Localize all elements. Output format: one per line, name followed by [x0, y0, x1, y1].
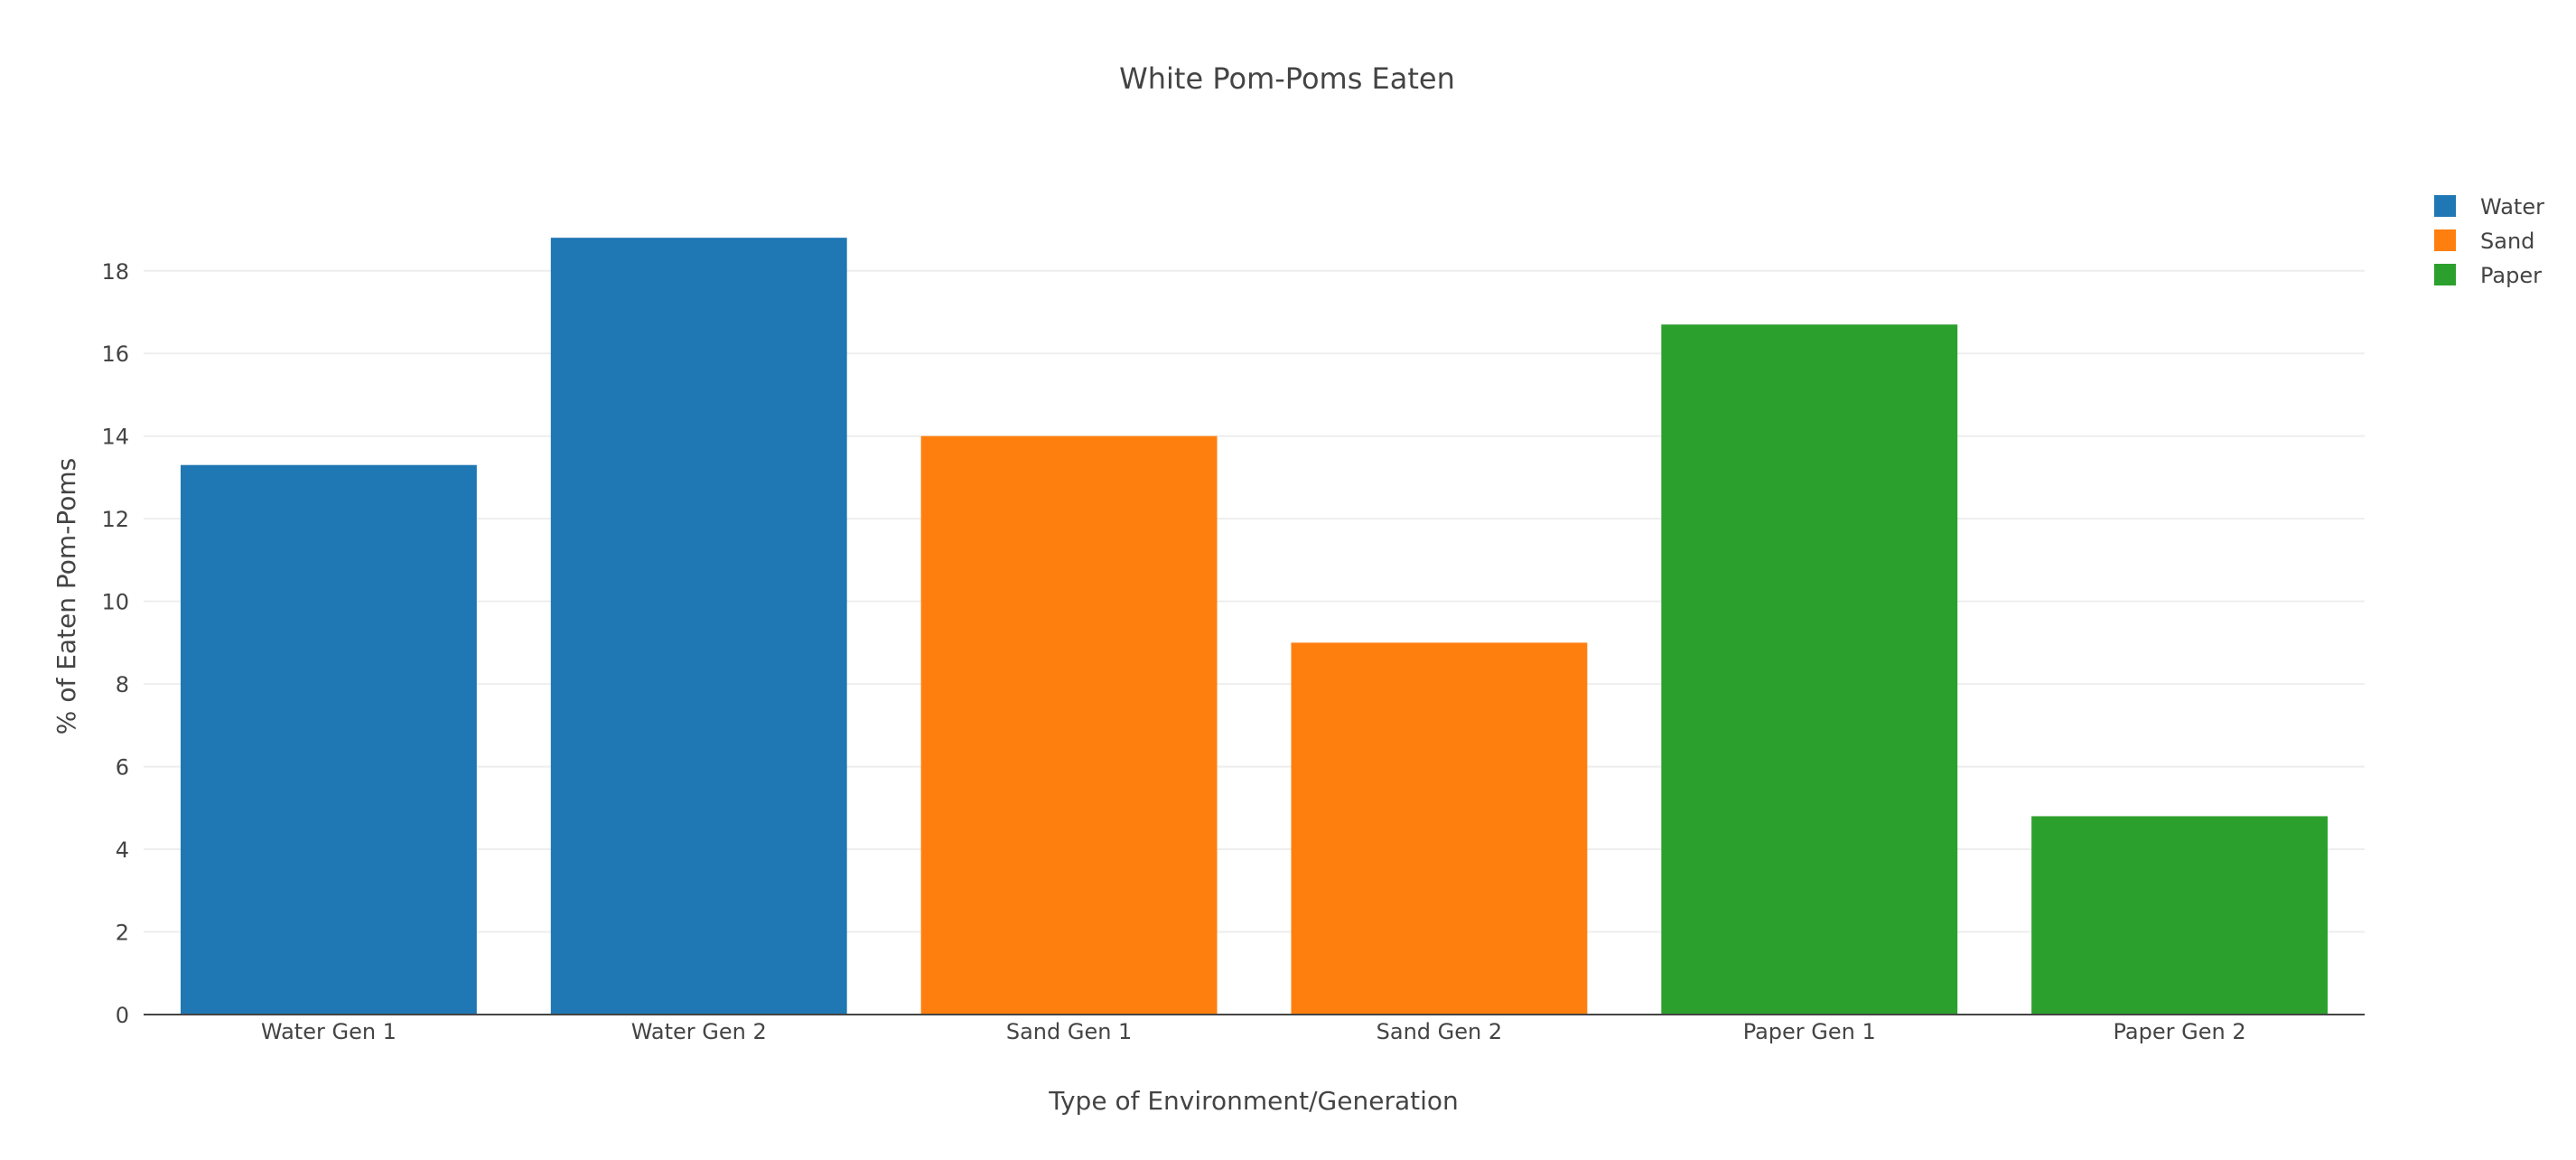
bar[interactable]	[1291, 642, 1588, 1015]
legend-swatch	[2434, 229, 2456, 251]
y-tick-label: 4	[116, 837, 129, 863]
y-tick-label: 14	[101, 425, 129, 450]
y-tick-label: 12	[101, 507, 129, 532]
x-tick-labels: Water Gen 1 Water Gen 2 Sand Gen 1 Sand Gen…	[261, 1019, 2246, 1044]
y-axis-title: % of Eaten Pom-Poms	[51, 458, 81, 734]
y-tick-label: 8	[116, 672, 129, 697]
x-tick-label: Paper Gen 2	[2114, 1019, 2246, 1044]
x-tick-label: Paper Gen 1	[1743, 1019, 1876, 1044]
legend-item[interactable]: Paper	[2434, 263, 2542, 288]
gridlines	[144, 269, 2365, 933]
legend-swatch	[2434, 264, 2456, 285]
legend: Water Sand Paper	[2434, 194, 2544, 288]
y-tick-label: 6	[116, 755, 129, 781]
legend-item[interactable]: Water	[2434, 194, 2544, 220]
y-tick-label: 18	[101, 259, 129, 285]
bars	[180, 238, 2329, 1015]
legend-item[interactable]: Sand	[2434, 229, 2534, 254]
x-tick-label: Water Gen 2	[631, 1019, 767, 1044]
bar[interactable]	[920, 435, 1218, 1015]
y-tick-labels: 0 2 4 6 8 10 12 14 16 18	[101, 259, 129, 1028]
chart-title: White Pom-Poms Eaten	[1119, 61, 1455, 96]
bar[interactable]	[550, 238, 847, 1015]
x-tick-label: Water Gen 1	[261, 1019, 397, 1044]
y-tick-label: 10	[101, 590, 129, 615]
bar[interactable]	[1661, 324, 1958, 1015]
legend-swatch	[2434, 195, 2456, 217]
x-tick-label: Sand Gen 1	[1006, 1019, 1133, 1044]
y-tick-label: 2	[116, 921, 129, 946]
legend-label: Sand	[2480, 229, 2534, 254]
x-axis-title: Type of Environment/Generation	[1048, 1086, 1459, 1116]
y-tick-label: 16	[101, 341, 129, 367]
y-tick-label: 0	[116, 1003, 129, 1028]
bar[interactable]	[180, 464, 477, 1015]
legend-label: Paper	[2480, 263, 2542, 288]
x-tick-label: Sand Gen 2	[1377, 1019, 1503, 1044]
bar[interactable]	[2031, 816, 2329, 1015]
legend-label: Water	[2480, 194, 2544, 220]
